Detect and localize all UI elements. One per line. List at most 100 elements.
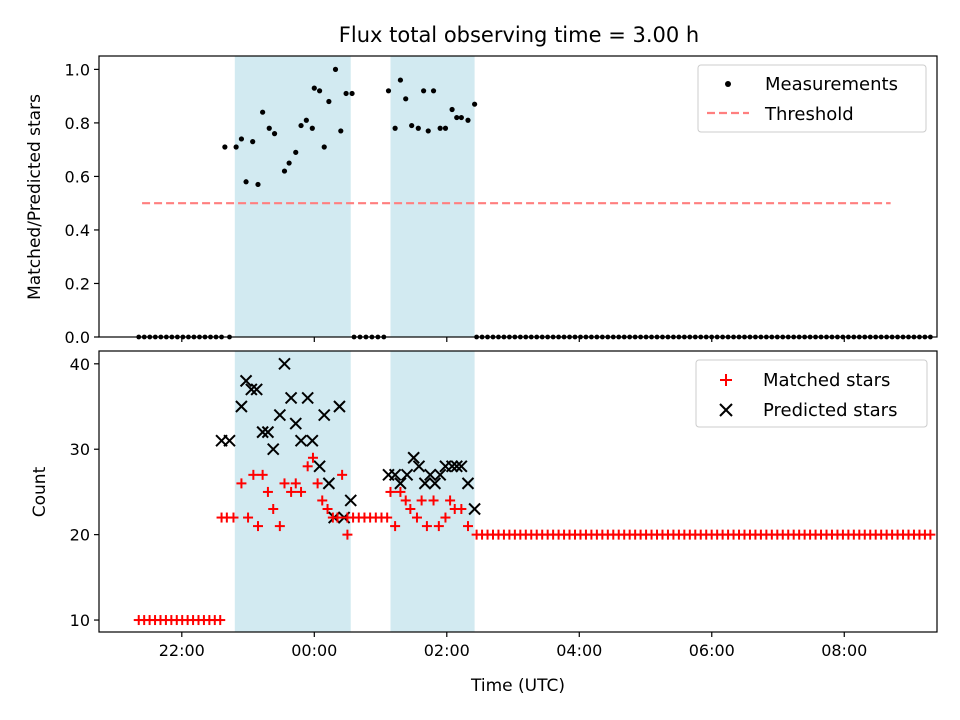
y-tick-label: 30 (70, 440, 90, 459)
measurement-point (243, 179, 249, 185)
matched-star-marker (257, 469, 268, 480)
matched-star-marker (332, 512, 343, 523)
y-tick-label: 0.4 (65, 221, 90, 240)
observing-span (390, 56, 475, 337)
measurement-point (349, 90, 355, 97)
matched-star-marker (286, 486, 297, 497)
legend-matched-marker (720, 374, 732, 386)
top-y-ticks: 0.0 0.2 0.4 0.6 0.8 1.0 (65, 60, 99, 347)
measurement-point (343, 90, 349, 97)
predicted-star-marker (344, 494, 357, 507)
predicted-star-marker (261, 425, 275, 439)
predicted-star-marker (400, 468, 414, 482)
y-tick-label: 0.0 (65, 328, 90, 347)
predicted-star-marker (424, 468, 437, 482)
matched-star-marker (395, 486, 406, 497)
matched-star-marker (307, 452, 318, 463)
predicted-star-marker (245, 383, 258, 396)
predicted-star-marker (250, 383, 263, 396)
matched-star-marker (274, 521, 285, 532)
top-legend-frame (697, 64, 927, 133)
measurement-point (338, 128, 344, 134)
measurement-point (255, 181, 261, 188)
measurement-point (281, 168, 288, 174)
predicted-star-marker (433, 468, 447, 482)
matched-star-marker (279, 478, 290, 489)
predicted-star-marker (468, 502, 481, 516)
measurement-point (303, 117, 309, 123)
y-tick-label: 0.6 (65, 167, 90, 186)
measurement-point (271, 131, 278, 137)
predicted-star-marker (418, 477, 432, 490)
predicted-star-marker (322, 477, 336, 490)
matched-star-marker (428, 495, 439, 506)
matched-star-marker (312, 478, 323, 489)
matched-star-marker (342, 529, 353, 540)
matched-star-marker (337, 469, 348, 480)
top-legend: Measurements Threshold (697, 64, 927, 133)
top-y-axis-label: Matched/Predicted stars (25, 94, 45, 300)
measurement-point (286, 160, 292, 166)
matched-star-marker (433, 521, 444, 532)
matched-star-marker (445, 495, 456, 506)
predicted-star-marker (333, 400, 346, 413)
predicted-star-marker (313, 460, 326, 473)
legend-measurements-marker (725, 81, 731, 87)
predicted-star-marker (445, 460, 459, 473)
top-panel: 0.0 0.2 0.4 0.6 0.8 1.0 Matched/Predicted sta… (25, 55, 938, 347)
y-tick-label: 1.0 (65, 60, 90, 79)
measurement-point (298, 122, 304, 129)
predicted-star-marker (239, 374, 253, 388)
observing-span (234, 56, 351, 337)
bottom-legend-frame (695, 359, 928, 428)
matched-star-marker (382, 512, 393, 523)
measurement-point (238, 136, 245, 142)
legend-predicted-marker (719, 403, 733, 417)
legend-measurements-label: Measurements (765, 74, 898, 95)
matched-star-marker (302, 461, 313, 472)
measurement-point (472, 101, 478, 107)
measurement-point (397, 77, 404, 83)
matched-star-marker (252, 521, 263, 532)
measurement-point (465, 117, 471, 123)
predicted-star-marker (289, 417, 302, 430)
matched-star-marker (215, 615, 226, 626)
matched-star-marker (228, 512, 239, 523)
top-axes-frame (98, 55, 938, 338)
matched-star-marker (236, 478, 247, 489)
matched-star-marker (317, 495, 328, 506)
predicted-star-marker (278, 357, 291, 371)
predicted-star-marker (412, 460, 426, 473)
predicted-star-marker (256, 425, 269, 439)
chart-title: Flux total observing time = 3.00 h (339, 23, 699, 47)
legend-threshold-label: Threshold (764, 104, 854, 125)
measurement-point (458, 114, 464, 121)
measurement-point (316, 88, 323, 94)
measurement-point (332, 66, 339, 72)
measurement-point (415, 125, 421, 131)
top-x-ticks (181, 337, 845, 342)
predicted-star-marker (428, 477, 442, 490)
measurement-point (233, 144, 239, 150)
predicted-star-marker (294, 434, 308, 447)
predicted-star-marker (235, 400, 248, 413)
measurement-point (321, 144, 327, 150)
matched-star-marker (416, 495, 427, 506)
predicted-star-marker (455, 460, 468, 473)
x-tick-label: 06:00 (689, 641, 735, 660)
matched-star-marker (262, 486, 273, 497)
predicted-star-marker (318, 408, 331, 422)
measurement-point (326, 98, 332, 105)
matched-star-marker (268, 504, 279, 515)
bottom-x-ticks: 22:00 00:00 02:00 04:00 06:00 08:00 (159, 632, 867, 660)
predicted-star-marker (273, 408, 287, 422)
measurement-point (392, 125, 398, 131)
measurement-point (425, 128, 431, 134)
predicted-star-marker (394, 477, 407, 490)
predicted-star-marker (301, 391, 314, 405)
y-tick-label: 20 (70, 526, 90, 545)
measurement-point (437, 125, 443, 131)
measurement-point (222, 144, 228, 150)
matched-star-marker (462, 521, 473, 532)
